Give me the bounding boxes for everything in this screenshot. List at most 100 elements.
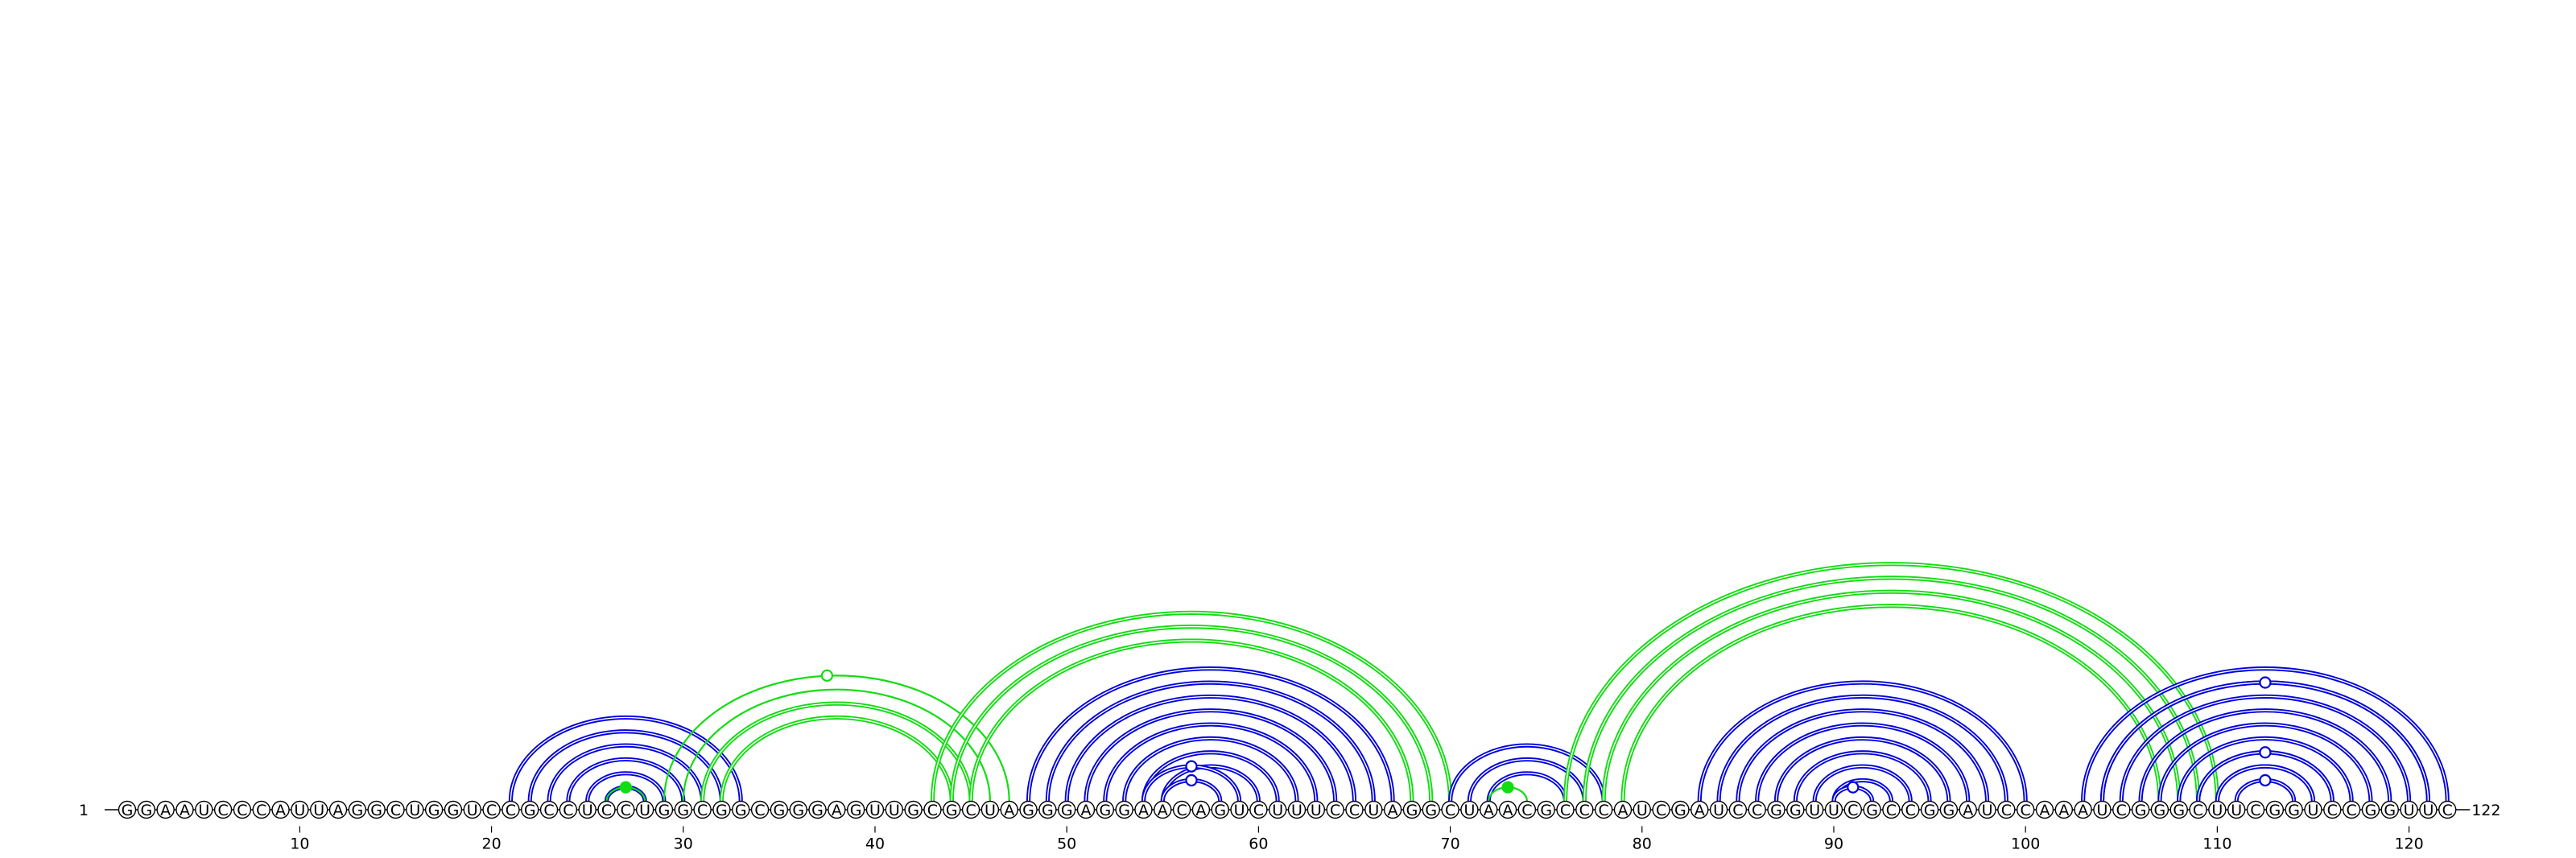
tick-label: 50: [1057, 835, 1076, 853]
nucleotide-letter: U: [1272, 802, 1283, 819]
nucleotide-circle: [367, 800, 386, 819]
base-pair-arc-gap: [1449, 745, 1604, 802]
nucleotide: G: [808, 800, 827, 819]
nucleotide: C: [1441, 800, 1459, 819]
nucleotide: G: [137, 800, 156, 819]
tick-label: 80: [1633, 835, 1652, 853]
nucleotide: C: [1172, 800, 1191, 819]
nucleotide-circle: [2380, 800, 2399, 819]
nucleotide-circle: [597, 800, 616, 819]
nucleotide-circle: [1939, 800, 1959, 819]
nucleotide-letter: G: [1425, 802, 1437, 819]
nucleotide-circle: [1728, 800, 1748, 819]
nucleotide-letter: C: [927, 802, 938, 819]
nucleotide-circle: [482, 800, 501, 819]
nucleotide: C: [1345, 800, 1364, 819]
nucleotide: G: [674, 800, 692, 819]
nucleotide: C: [597, 800, 616, 819]
nucleotide: A: [2074, 800, 2092, 819]
start-position-label: 1: [79, 802, 89, 819]
loop-marker: [2259, 746, 2272, 759]
nucleotide: C: [252, 800, 270, 819]
tick-label: 70: [1440, 835, 1459, 853]
nucleotide-letter: G: [1406, 802, 1418, 819]
nucleotide-letter: U: [313, 802, 324, 819]
base-pair-arcs: [508, 561, 2450, 802]
nucleotide-circle: [674, 800, 692, 819]
nucleotide-letter: C: [486, 802, 497, 819]
nucleotide: G: [846, 800, 865, 819]
nucleotide: G: [943, 800, 961, 819]
nucleotide-circle: [1172, 800, 1191, 819]
nucleotide: A: [1498, 800, 1517, 819]
base-pair-arc-gap: [1564, 563, 2219, 802]
nucleotide: G: [1863, 800, 1881, 819]
position-axis: 10 20 30 40 50 60 70 80 90 100 110 120: [290, 826, 2424, 853]
nucleotide-circle: [1000, 800, 1018, 819]
nucleotide-letter: C: [1598, 802, 1608, 819]
nucleotide-circle: [789, 800, 807, 819]
nucleotide: G: [444, 800, 463, 819]
nucleotide-letter: G: [850, 802, 862, 819]
nucleotide: U: [1287, 800, 1307, 819]
loop-marker: [1501, 781, 1514, 794]
nucleotide-circle: [2093, 800, 2112, 819]
nucleotide-letter: C: [390, 802, 401, 819]
nucleotide-circle: [2400, 800, 2418, 819]
nucleotide-letter: A: [275, 802, 286, 819]
nucleotide-circle: [808, 800, 827, 819]
nucleotide-circle: [252, 800, 270, 819]
nucleotide-letter: G: [1943, 802, 1955, 819]
nucleotide: A: [1690, 800, 1709, 819]
nucleotide-letter: C: [256, 802, 266, 819]
nucleotide-letter: G: [1674, 802, 1686, 819]
nucleotide: C: [2189, 800, 2207, 819]
base-pair-arc-gap: [2159, 724, 2372, 802]
nucleotide: U: [195, 800, 213, 819]
nucleotide: C: [2246, 800, 2265, 819]
nucleotide-circle: [1154, 800, 1172, 819]
nucleotide-circle: [2419, 800, 2438, 819]
nucleotide: C: [1843, 800, 1863, 819]
nucleotide-letter: U: [1713, 802, 1724, 819]
nucleotide-letter: U: [2231, 802, 2242, 819]
nucleotide-circle: [539, 800, 559, 819]
nucleotide-circle: [1959, 800, 1977, 819]
nucleotide-letter: G: [1214, 802, 1226, 819]
nucleotide: C: [1882, 800, 1901, 819]
nucleotide: U: [406, 800, 424, 819]
nucleotide: G: [770, 800, 789, 819]
base-pair-arc-gap: [1737, 710, 1988, 802]
nucleotide: G: [367, 800, 386, 819]
nucleotide-letter: G: [370, 802, 382, 819]
nucleotide: G: [1939, 800, 1959, 819]
nucleotide-letter: A: [2040, 802, 2050, 819]
nucleotide: C: [213, 800, 233, 819]
nucleotide: C: [1997, 800, 2016, 819]
nucleotide-letter: G: [1770, 802, 1782, 819]
nucleotide-circle: [2246, 800, 2265, 819]
base-pair-arc-gap: [1622, 604, 2161, 802]
nucleotide-circle: [770, 800, 789, 819]
nucleotide: C: [1728, 800, 1748, 819]
nucleotide-letter: C: [1330, 802, 1340, 819]
tick-label: 110: [2202, 835, 2231, 853]
nucleotide-letter: C: [1176, 802, 1187, 819]
nucleotide: U: [980, 800, 1000, 819]
nucleotide-circle: [1517, 800, 1537, 819]
nucleotide-circle: [1786, 800, 1805, 819]
nucleotide-letter: C: [965, 802, 976, 819]
nucleotide-letter: A: [1503, 802, 1513, 819]
nucleotide: A: [1000, 800, 1018, 819]
tick-label: 100: [2011, 835, 2040, 853]
nucleotide-letter: C: [2327, 802, 2338, 819]
base-pair-arc-gap: [1085, 710, 1336, 802]
nucleotide: G: [521, 800, 539, 819]
nucleotide-circle: [2208, 800, 2227, 819]
base-pair-arc-gap: [548, 745, 704, 802]
base-pair-arc-gap: [586, 773, 665, 802]
nucleotide-letter: C: [1445, 802, 1455, 819]
nucleotide: A: [1076, 800, 1096, 819]
